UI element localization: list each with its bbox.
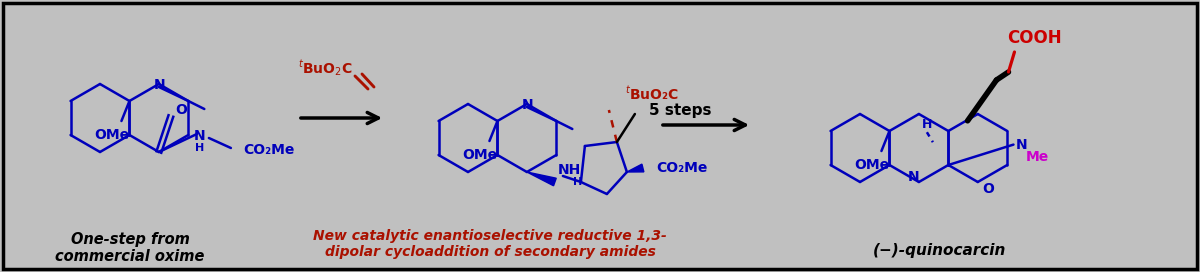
Text: O: O (982, 183, 994, 196)
Text: Me: Me (1026, 150, 1049, 163)
Text: 5 steps: 5 steps (649, 103, 712, 118)
Text: H: H (922, 118, 932, 131)
Text: (−)-quinocarcin: (−)-quinocarcin (874, 243, 1007, 258)
Text: CO₂Me: CO₂Me (656, 161, 708, 175)
Text: OMe: OMe (462, 148, 497, 162)
Polygon shape (527, 172, 557, 186)
Text: N: N (522, 98, 534, 112)
Polygon shape (626, 164, 644, 172)
Text: OMe: OMe (94, 128, 130, 142)
Text: N: N (154, 78, 166, 92)
Text: O: O (175, 103, 187, 117)
Text: COOH: COOH (1007, 29, 1062, 47)
Text: $^t$BuO₂C: $^t$BuO₂C (625, 85, 679, 103)
Text: NH: NH (557, 163, 581, 177)
Text: N: N (908, 170, 919, 184)
Text: N: N (1015, 138, 1027, 152)
Text: H: H (574, 177, 582, 187)
Text: N: N (194, 129, 205, 143)
Text: New catalytic enantioselective reductive 1,3-
dipolar cycloaddition of secondary: New catalytic enantioselective reductive… (313, 229, 667, 259)
Text: CO₂Me: CO₂Me (244, 143, 294, 157)
Text: OMe: OMe (854, 158, 889, 172)
Text: H: H (196, 143, 204, 153)
Text: $^t$BuO$_2$C: $^t$BuO$_2$C (298, 58, 353, 78)
Text: One-step from
commercial oxime: One-step from commercial oxime (55, 232, 205, 264)
